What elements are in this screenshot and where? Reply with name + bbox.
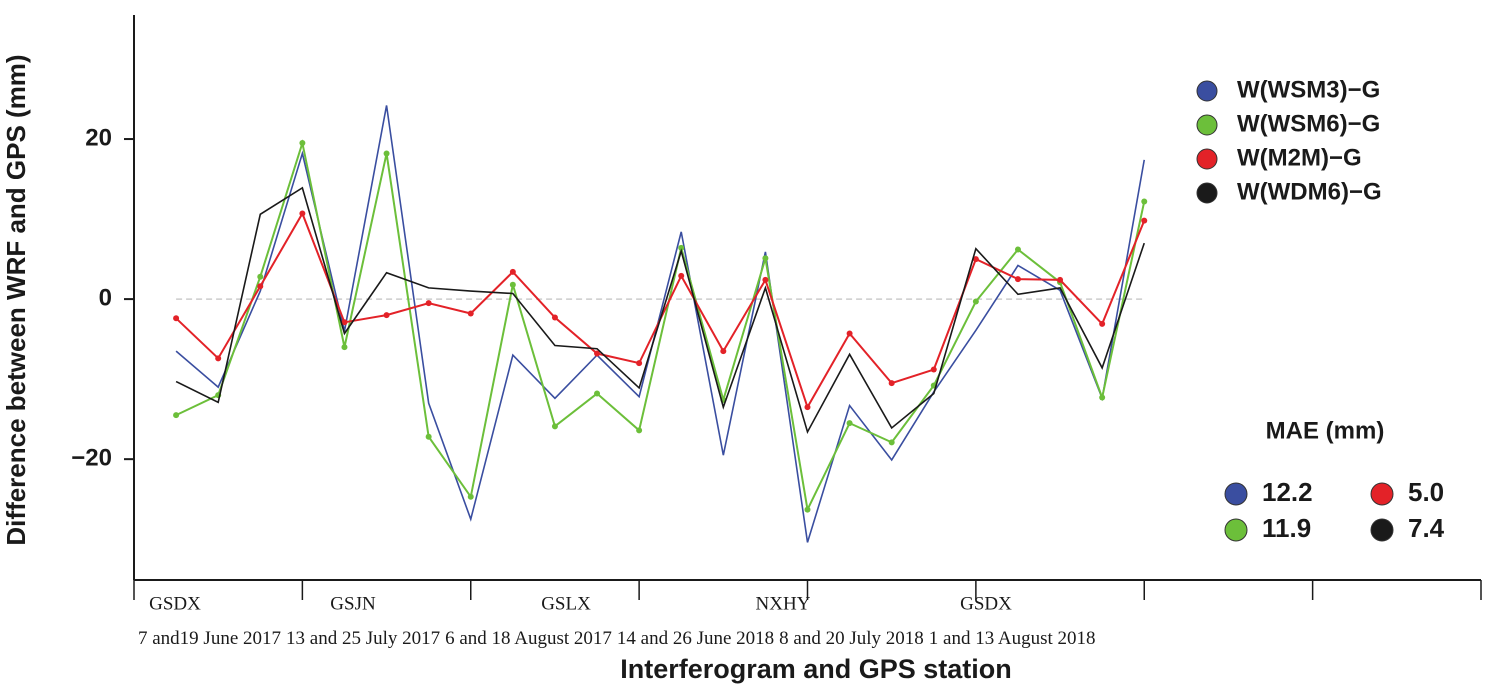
date-label: 14 and 26 June 2018 [617, 628, 774, 649]
point [888, 380, 895, 387]
date-label: 6 and 18 August 2017 [445, 628, 612, 649]
point [383, 312, 390, 319]
point [888, 439, 895, 446]
point [1014, 246, 1021, 253]
mae-title: MAE (mm) [1266, 417, 1385, 444]
point [425, 300, 432, 307]
mae-mark [1370, 518, 1394, 542]
point [509, 268, 516, 275]
point [215, 355, 222, 362]
legend-swatch [1196, 80, 1218, 102]
point [257, 283, 264, 290]
point [972, 298, 979, 305]
y-axis-title: Difference between WRF and GPS (mm) [1, 54, 31, 545]
mae-mark [1224, 518, 1248, 542]
point [299, 140, 306, 147]
point [594, 350, 601, 357]
point [678, 244, 685, 251]
y-tick-label: 20 [85, 124, 112, 151]
point [636, 427, 643, 434]
mae-label: 5.0 [1408, 477, 1444, 507]
series-line [175, 211, 1146, 410]
point [425, 433, 432, 440]
date-label: 1 and 13 August 2018 [929, 628, 1096, 649]
point [594, 390, 601, 397]
point [720, 348, 727, 355]
point [972, 256, 979, 263]
point [509, 281, 516, 288]
point [257, 273, 264, 280]
point [1099, 394, 1106, 401]
point [1141, 217, 1148, 224]
point [636, 360, 643, 367]
station-label: GSDX [149, 593, 201, 614]
y-tick-label: 0 [99, 284, 112, 311]
legend-swatch [1196, 114, 1218, 136]
point [846, 420, 853, 427]
point [678, 272, 685, 279]
date-label: 7 and19 June 2017 [138, 628, 281, 649]
point [467, 310, 474, 317]
point [762, 255, 769, 262]
point [551, 314, 558, 321]
point [299, 210, 306, 217]
series-line [175, 139, 1146, 513]
date-label: 13 and 25 July 2017 [286, 628, 440, 649]
point [173, 412, 180, 419]
legend-swatch [1196, 148, 1218, 170]
mae-label: 11.9 [1262, 513, 1311, 543]
point [341, 319, 348, 326]
point [551, 423, 558, 430]
point [173, 315, 180, 322]
station-label: NXHY [756, 593, 811, 614]
x-axis-title: Interferogram and GPS station [620, 654, 1012, 684]
point [1014, 276, 1021, 283]
point [804, 506, 811, 513]
legend-label: W(WSM6)−G [1237, 110, 1380, 137]
point [383, 150, 390, 157]
legend-label: W(WDM6)−G [1237, 178, 1382, 205]
station-label: GSLX [541, 593, 591, 614]
series-line [175, 105, 1146, 543]
point [341, 344, 348, 351]
mae-label: 12.2 [1262, 477, 1313, 507]
station-label: GSDX [960, 593, 1012, 614]
point [846, 330, 853, 337]
mae-mark [1224, 482, 1248, 506]
series-line [175, 186, 1146, 435]
date-label: 8 and 20 July 2018 [779, 628, 924, 649]
date-labels: 7 and19 June 2017 13 and 25 July 2017 6 an… [138, 628, 1096, 649]
point [930, 366, 937, 373]
legend-swatch [1196, 182, 1218, 204]
point [1057, 276, 1064, 283]
point [762, 276, 769, 283]
mae-label: 7.4 [1408, 513, 1445, 543]
mae-mark [1370, 482, 1394, 506]
y-tick-label: −20 [71, 445, 112, 472]
point [467, 493, 474, 500]
point [1141, 198, 1148, 205]
station-label: GSJN [330, 593, 376, 614]
legend-label: W(WSM3)−G [1237, 76, 1380, 103]
legend-label: W(M2M)−G [1237, 144, 1362, 171]
point [804, 404, 811, 411]
point [1099, 320, 1106, 327]
